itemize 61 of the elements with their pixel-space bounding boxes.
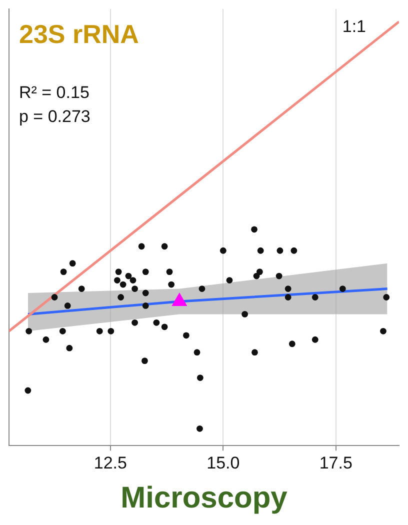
point	[290, 247, 298, 254]
point	[226, 277, 233, 284]
point	[108, 328, 114, 334]
point	[138, 243, 145, 250]
point	[288, 340, 296, 348]
point	[132, 286, 138, 292]
point	[69, 260, 76, 267]
point	[284, 294, 292, 300]
point	[120, 281, 126, 288]
point	[142, 290, 149, 296]
point	[196, 425, 203, 432]
point	[24, 387, 32, 394]
annotation: p = 0.273	[19, 107, 90, 126]
point	[59, 328, 66, 334]
point	[251, 226, 258, 233]
point	[51, 294, 58, 300]
point	[196, 374, 204, 381]
point	[220, 247, 226, 254]
point	[198, 286, 206, 292]
point	[161, 243, 168, 250]
point	[276, 272, 282, 280]
point	[115, 268, 122, 276]
chart-title: 23S rRNA	[19, 19, 140, 50]
x-tick-label: 15.0	[206, 453, 240, 472]
point	[114, 277, 120, 284]
point	[26, 328, 32, 334]
point	[284, 286, 292, 292]
point	[153, 319, 160, 326]
point	[142, 268, 149, 276]
point	[257, 247, 264, 254]
x-tick-label: 12.5	[94, 453, 127, 472]
point	[166, 268, 173, 276]
point	[60, 268, 67, 276]
annotation: 1:1	[342, 17, 366, 36]
point	[64, 302, 71, 309]
x-tick-label: 17.5	[319, 453, 352, 472]
point	[339, 286, 346, 292]
annotation: R² = 0.15	[19, 83, 90, 102]
point	[256, 268, 263, 276]
point	[125, 272, 132, 280]
point	[161, 324, 168, 330]
point	[66, 344, 73, 352]
point	[242, 310, 248, 318]
point	[168, 281, 175, 288]
point	[383, 294, 390, 300]
x-axis-title: Microscopy	[120, 481, 288, 514]
point	[130, 277, 136, 284]
point	[194, 349, 200, 356]
point	[142, 302, 149, 309]
point	[96, 328, 103, 334]
point	[78, 286, 85, 292]
point	[132, 319, 138, 326]
point	[276, 247, 284, 254]
point	[142, 358, 148, 364]
point	[42, 336, 50, 343]
point	[380, 328, 386, 334]
point	[182, 332, 190, 339]
point	[312, 336, 318, 343]
point	[118, 294, 124, 300]
point	[312, 294, 318, 300]
point	[252, 349, 258, 356]
